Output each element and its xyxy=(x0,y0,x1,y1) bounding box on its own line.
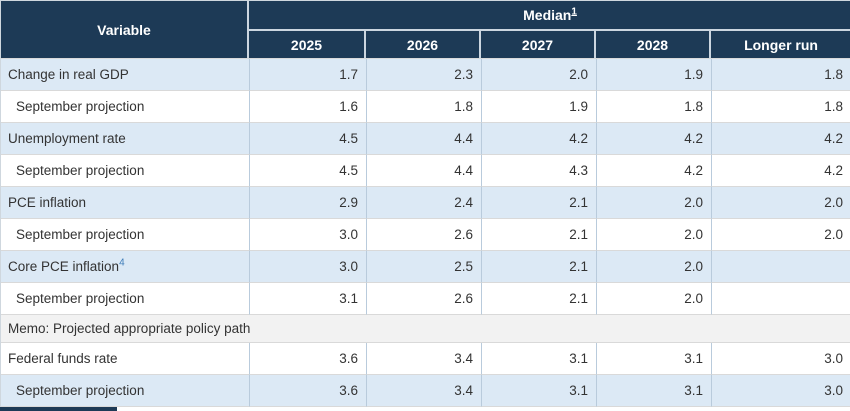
value-cell: 3.0 xyxy=(711,375,850,407)
value-cell: 3.0 xyxy=(249,219,366,251)
variable-column-header: Variable xyxy=(1,1,249,59)
value-cell: 2.4 xyxy=(366,187,481,219)
row-label-cell: Unemployment rate xyxy=(1,123,249,155)
value-cell: 2.6 xyxy=(366,283,481,315)
table-row: Unemployment rate 4.5 4.4 4.2 4.2 4.2 xyxy=(1,123,850,155)
value-cell: 1.6 xyxy=(249,91,366,123)
value-cell: 2.0 xyxy=(596,187,711,219)
year-column-header-2027: 2027 xyxy=(481,31,596,59)
row-label-cell: September projection xyxy=(1,91,249,123)
value-cell: 3.4 xyxy=(366,375,481,407)
row-label: September projection xyxy=(16,99,145,114)
row-label-cell: September projection xyxy=(1,219,249,251)
median-label: Median xyxy=(523,7,572,23)
table-row: Core PCE inflation4 3.0 2.5 2.1 2.0 xyxy=(1,251,850,283)
memo-row: Memo: Projected appropriate policy path xyxy=(1,315,850,343)
value-cell: 3.1 xyxy=(596,375,711,407)
row-label: Federal funds rate xyxy=(8,351,118,366)
median-footnote-link[interactable]: 1 xyxy=(571,6,577,18)
value-cell: 2.5 xyxy=(366,251,481,283)
value-cell: 2.0 xyxy=(481,59,596,91)
row-label: Unemployment rate xyxy=(8,131,126,146)
value-cell: 2.6 xyxy=(366,219,481,251)
value-cell: 3.1 xyxy=(481,375,596,407)
value-cell: 3.6 xyxy=(249,343,366,375)
value-cell: 2.0 xyxy=(596,251,711,283)
value-cell: 2.1 xyxy=(481,187,596,219)
row-label: September projection xyxy=(16,227,145,242)
row-label: Change in real GDP xyxy=(8,67,129,82)
row-label-cell: September projection xyxy=(1,375,249,407)
value-cell: 1.8 xyxy=(711,91,850,123)
row-label-cell: Federal funds rate xyxy=(1,343,249,375)
value-cell: 4.2 xyxy=(596,155,711,187)
value-cell: 1.9 xyxy=(596,59,711,91)
year-column-header-longer-run: Longer run xyxy=(711,31,850,59)
year-header-row: 2025 2026 2027 2028 Longer run xyxy=(1,31,850,59)
row-label: September projection xyxy=(16,383,145,398)
value-cell: 4.2 xyxy=(481,123,596,155)
row-label-cell: September projection xyxy=(1,155,249,187)
table-row: Change in real GDP 1.7 2.3 2.0 1.9 1.8 xyxy=(1,59,850,91)
value-cell: 3.6 xyxy=(249,375,366,407)
year-column-header-2028: 2028 xyxy=(596,31,711,59)
value-cell: 3.0 xyxy=(711,343,850,375)
value-cell xyxy=(711,283,850,315)
table-body: Change in real GDP 1.7 2.3 2.0 1.9 1.8 Septemb… xyxy=(1,59,850,407)
next-section-partial-header xyxy=(0,407,117,411)
value-cell: 2.1 xyxy=(481,251,596,283)
value-cell: 3.1 xyxy=(481,343,596,375)
footnote-link[interactable]: 4 xyxy=(119,257,125,269)
value-cell: 4.4 xyxy=(366,155,481,187)
value-cell: 2.9 xyxy=(249,187,366,219)
row-label-cell: Core PCE inflation4 xyxy=(1,251,249,283)
year-column-header-2025: 2025 xyxy=(249,31,366,59)
value-cell: 2.1 xyxy=(481,283,596,315)
table-row: September projection 1.6 1.8 1.9 1.8 1.8 xyxy=(1,91,850,123)
value-cell: 3.4 xyxy=(366,343,481,375)
value-cell: 4.5 xyxy=(249,155,366,187)
table-row: September projection 3.6 3.4 3.1 3.1 3.0 xyxy=(1,375,850,407)
row-label-cell: PCE inflation xyxy=(1,187,249,219)
table-header: Variable Median1 2025 2026 2027 2028 Longer … xyxy=(1,1,850,59)
median-group-header: Median1 xyxy=(249,1,850,31)
value-cell: 4.2 xyxy=(711,155,850,187)
value-cell: 2.0 xyxy=(711,219,850,251)
row-label: PCE inflation xyxy=(8,195,87,210)
table-row: Federal funds rate 3.6 3.4 3.1 3.1 3.0 xyxy=(1,343,850,375)
value-cell: 4.5 xyxy=(249,123,366,155)
value-cell: 1.8 xyxy=(596,91,711,123)
table-row: September projection 3.1 2.6 2.1 2.0 xyxy=(1,283,850,315)
value-cell: 4.2 xyxy=(711,123,850,155)
row-label-cell: Change in real GDP xyxy=(1,59,249,91)
value-cell: 3.1 xyxy=(596,343,711,375)
row-label: September projection xyxy=(16,163,145,178)
value-cell: 1.8 xyxy=(366,91,481,123)
value-cell: 4.4 xyxy=(366,123,481,155)
value-cell: 2.0 xyxy=(596,219,711,251)
value-cell: 3.0 xyxy=(249,251,366,283)
group-header-row: Variable Median1 xyxy=(1,1,850,59)
value-cell: 2.0 xyxy=(596,283,711,315)
table-row: September projection 3.0 2.6 2.1 2.0 2.0 xyxy=(1,219,850,251)
value-cell: 1.9 xyxy=(481,91,596,123)
value-cell: 3.1 xyxy=(249,283,366,315)
row-label-cell: September projection xyxy=(1,283,249,315)
row-label: Core PCE inflation xyxy=(8,259,120,274)
value-cell: 1.8 xyxy=(711,59,850,91)
value-cell xyxy=(711,251,850,283)
table-row: September projection 4.5 4.4 4.3 4.2 4.2 xyxy=(1,155,850,187)
table-row: PCE inflation 2.9 2.4 2.1 2.0 2.0 xyxy=(1,187,850,219)
value-cell: 2.1 xyxy=(481,219,596,251)
year-column-header-2026: 2026 xyxy=(366,31,481,59)
value-cell: 2.0 xyxy=(711,187,850,219)
memo-row-label: Memo: Projected appropriate policy path xyxy=(1,315,850,343)
value-cell: 1.7 xyxy=(249,59,366,91)
value-cell: 4.2 xyxy=(596,123,711,155)
row-label: September projection xyxy=(16,291,145,306)
value-cell: 2.3 xyxy=(366,59,481,91)
value-cell: 4.3 xyxy=(481,155,596,187)
